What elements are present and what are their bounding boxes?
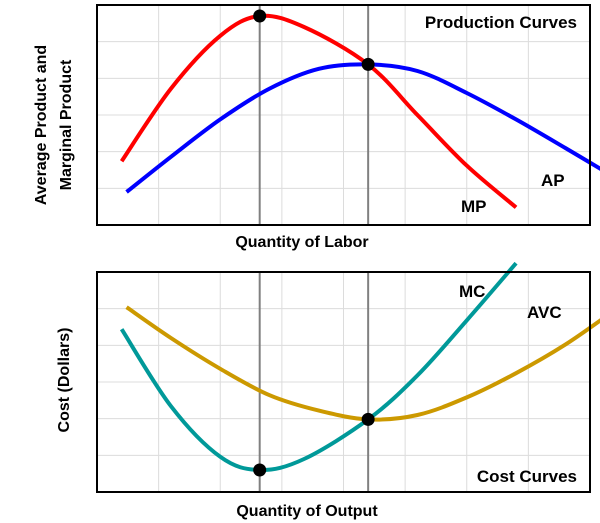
data-point <box>253 463 267 477</box>
cost-xlabel: Quantity of Output <box>236 503 378 520</box>
cost-guide-lines <box>258 272 370 492</box>
data-point <box>361 412 375 426</box>
series-line-mp <box>119 13 518 209</box>
production-panel: Production Curves Quantity of Labor Aver… <box>33 4 600 251</box>
cost-points <box>253 412 375 477</box>
production-frame <box>96 4 591 226</box>
series-label-ap: AP <box>541 171 565 190</box>
production-guide-lines <box>258 5 370 225</box>
series-line-ap <box>125 62 600 194</box>
production-title: Production Curves <box>425 13 577 32</box>
production-grid <box>97 5 590 225</box>
data-point <box>361 57 375 71</box>
production-ylabel-line2: Marginal Product <box>58 59 75 190</box>
series-label-mp: MP <box>461 197 487 216</box>
series-line-mc <box>119 261 518 473</box>
series-label-mc: MC <box>459 282 485 301</box>
production-ylabel-line1: Average Product and <box>33 45 50 205</box>
cost-frame <box>96 271 591 493</box>
series-label-avc: AVC <box>527 303 562 322</box>
cost-grid <box>97 272 590 492</box>
production-xlabel: Quantity of Labor <box>235 234 368 251</box>
data-point <box>253 9 267 23</box>
production-points <box>253 9 375 71</box>
cost-panel: Cost Curves Quantity of Output Cost (Dol… <box>56 261 600 520</box>
cost-title: Cost Curves <box>477 467 577 486</box>
series-line-avc <box>125 305 600 422</box>
cost-ylabel: Cost (Dollars) <box>56 328 73 433</box>
